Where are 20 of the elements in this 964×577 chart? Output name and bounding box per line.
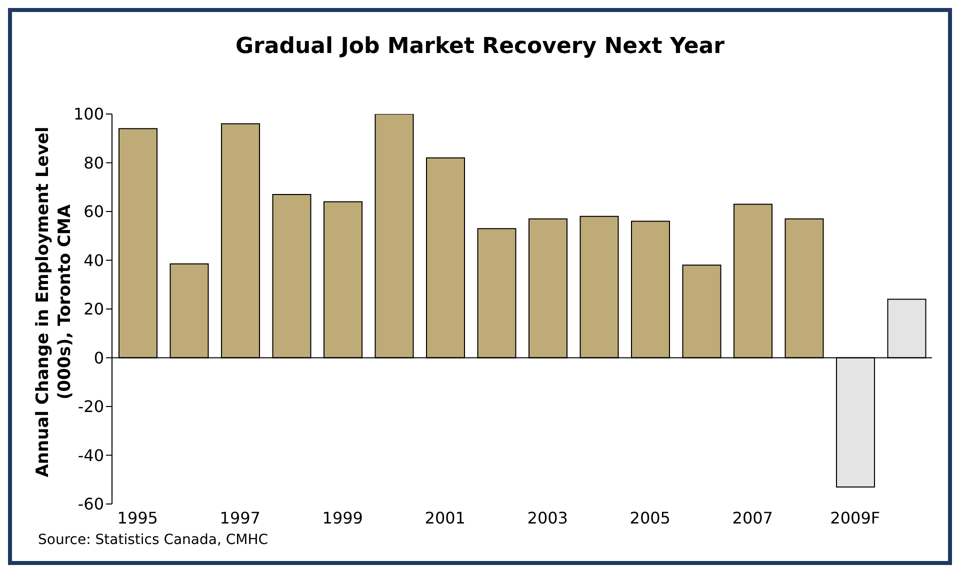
y-tick-label: 20 [84,300,104,319]
y-axis-title: Annual Change in Employment Level (000s), Toronto CMA [33,126,75,478]
x-tick-label: 1997 [220,508,260,528]
x-tick-label: 2005 [630,508,670,528]
x-tick-label: 1999 [322,508,363,528]
y-tick-label: -60 [78,494,104,514]
y-tick-label: 100 [73,104,104,124]
x-tick-label: 1995 [117,508,158,528]
chart-title: Gradual Job Market Recovery Next Year [234,34,726,59]
y-tick-label: 80 [84,153,104,172]
x-tick-label: 2003 [527,508,568,528]
x-tick-label: 2001 [424,508,466,528]
y-tick-label: -40 [78,446,104,465]
y-tick-label: 60 [84,202,104,222]
y-tick-label: -20 [78,397,104,416]
source-note: Source: Statistics Canada, CMHC [38,532,268,548]
x-tick-label: 2007 [732,508,773,528]
y-tick-label: 0 [94,348,104,368]
x-tick-label: 2009F [830,508,880,528]
y-tick-label: 40 [84,250,104,270]
